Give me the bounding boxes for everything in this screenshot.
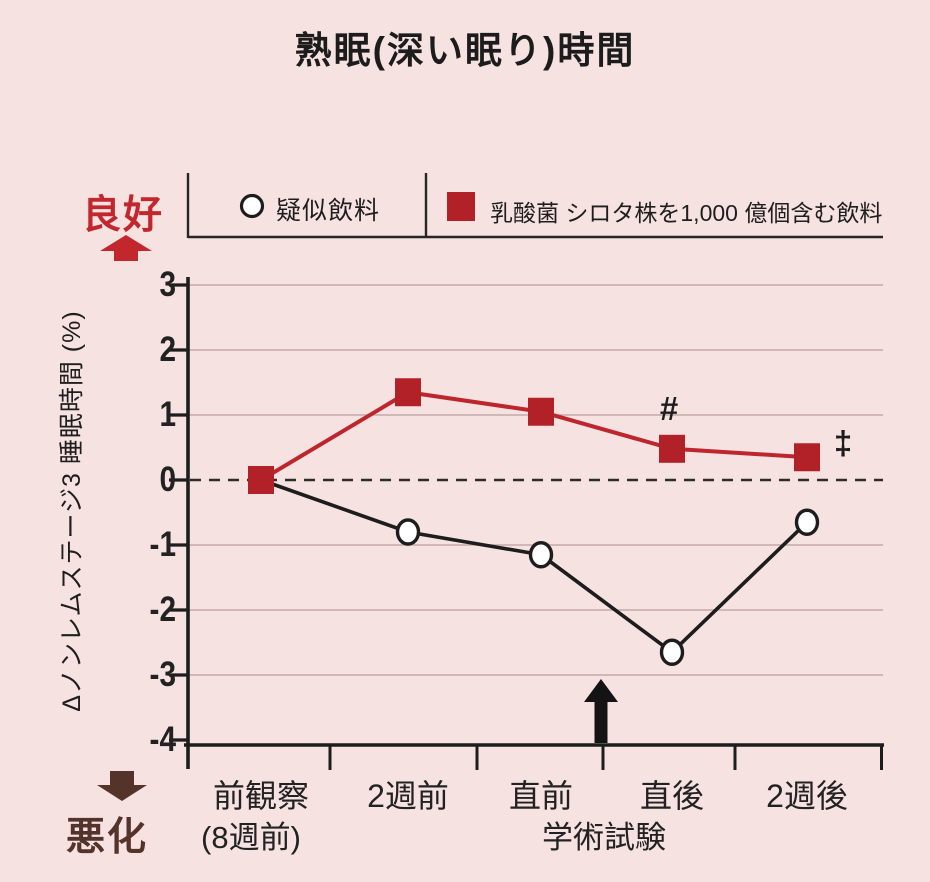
treatment-marker xyxy=(659,434,685,463)
placebo-marker xyxy=(794,508,820,536)
good-direction-label: 良好 xyxy=(81,194,164,237)
x-tick-label: 直後 xyxy=(639,778,704,814)
x-tick-label: 前観察 xyxy=(212,778,309,814)
y-tick-label: -2 xyxy=(149,590,176,629)
y-tick-label: 2 xyxy=(159,330,176,369)
x-axis-sublabel: 学術試験 xyxy=(542,820,666,855)
legend-treatment-marker-icon xyxy=(447,192,475,221)
treatment-marker xyxy=(248,466,274,494)
y-tick-label: 0 xyxy=(159,460,176,499)
x-tick-label: 直前 xyxy=(508,778,573,814)
bad-direction-arrow-icon xyxy=(97,771,147,801)
legend-placebo-marker-icon xyxy=(239,193,265,219)
placebo-marker xyxy=(659,638,685,666)
series-layer xyxy=(248,378,820,666)
x-tick-label: 2週後 xyxy=(766,778,848,814)
x-tick-sublabel: (8週前) xyxy=(201,820,301,855)
y-tick-label: -3 xyxy=(149,655,176,694)
x-tick-label: 2週前 xyxy=(367,778,449,814)
chart-title: 熟眠(深い眠り)時間 xyxy=(294,30,636,71)
placebo-marker xyxy=(528,541,554,569)
placebo-series-line xyxy=(260,478,809,655)
legend-placebo-label: 疑似飲料 xyxy=(276,197,381,225)
significance-annotation-ddagger: ‡ xyxy=(833,424,853,461)
treatment-marker xyxy=(528,397,554,426)
y-tick-label: -4 xyxy=(149,720,176,759)
significance-annotation-hash: # xyxy=(659,390,679,427)
y-tick-label: 3 xyxy=(159,265,176,304)
treatment-marker xyxy=(794,443,820,472)
y-tick-label: 1 xyxy=(159,395,176,434)
good-direction-arrow-icon xyxy=(100,235,152,261)
grid-layer xyxy=(169,283,883,742)
treatment-marker xyxy=(395,378,421,407)
y-tick-label: -1 xyxy=(149,525,176,564)
event-arrow-icon xyxy=(584,679,618,743)
placebo-marker xyxy=(395,518,421,546)
legend-treatment-label: 乳酸菌 シロタ株を1,000 億個含む飲料 xyxy=(490,200,883,226)
bad-direction-label: 悪化 xyxy=(65,816,148,859)
